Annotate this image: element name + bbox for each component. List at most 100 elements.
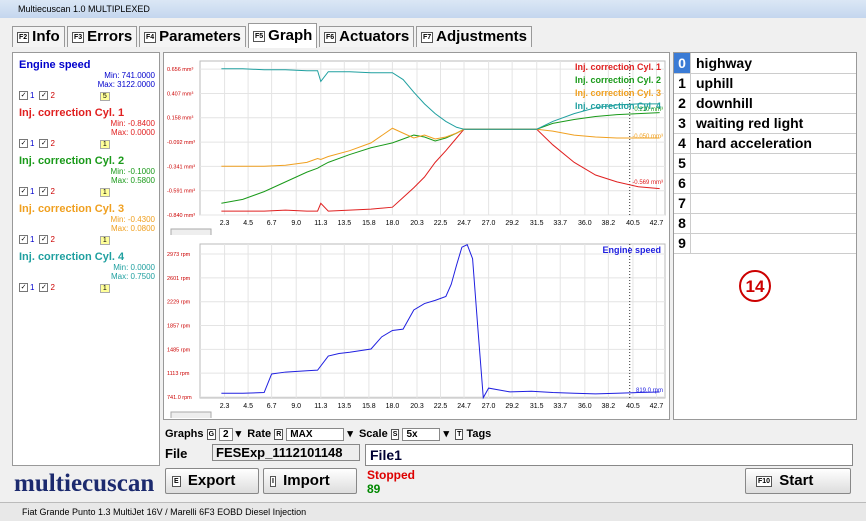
check-label: 2 [50,187,55,196]
preset-row[interactable]: 6 [674,173,856,194]
channel-checks: ✓ 1 ✓ 2 1 [19,139,155,149]
y-tick-label: -0.341 mm³ [167,164,195,170]
key: F10 [756,475,773,487]
x-tick-label: 38.2 [602,403,616,410]
scale-dropdown[interactable]: 1 [99,236,110,245]
import-button[interactable]: I Import [263,468,357,494]
channel-checks: ✓ 1 ✓ 2 1 [19,187,155,197]
series-line [221,112,660,204]
checkbox[interactable]: ✓ [19,235,28,245]
end-label: 0.210 mm³ [634,107,663,113]
channel-name: Inj. correction Cyl. 1 [19,107,125,119]
file-label: File [165,446,188,461]
badge-text: 14 [746,277,765,296]
scale-dropdown[interactable]: 1 [99,140,110,149]
series-line [221,127,660,167]
preset-label: waiting red light [696,115,804,131]
y-tick-label: 2601 rpm [167,276,191,282]
status-bar: Fiat Grande Punto 1.3 MultiJet 16V / Mar… [0,502,866,521]
preset-row[interactable]: 7 [674,193,856,214]
preset-row[interactable]: 5 [674,153,856,174]
check-label: 1 [30,187,35,196]
channel-min: Min: 0.0000 [113,263,155,272]
check-label: 2 [50,91,55,100]
title-bar: Multiecuscan 1.0 MULTIPLEXED [0,0,866,18]
preset-row[interactable]: 0 highway [674,53,856,74]
tab[interactable]: F4 Parameters [139,26,246,47]
scale-dropdown[interactable]: 1 [99,188,110,197]
x-tick-label: 11.3 [314,220,327,227]
tab-key: F6 [324,31,337,43]
x-tick-label: 40.5 [626,403,640,410]
checkbox[interactable]: ✓ [39,91,49,101]
y-tick-label: -0.092 mm³ [167,140,195,146]
x-tick-label: 22.5 [434,220,448,227]
checkbox[interactable]: ✓ [39,235,49,245]
x-tick-label: 18.0 [386,220,400,227]
x-tick-label: 36.0 [578,220,592,227]
x-tick-label: 24.7 [457,220,471,227]
tab[interactable]: F2 Info [12,26,65,47]
y-tick-label: 2973 rpm [167,252,191,258]
checkbox[interactable]: ✓ [39,187,49,197]
tab[interactable]: F6 Actuators [319,26,415,47]
preset-row[interactable]: 3 waiting red light [674,113,856,134]
dropdown[interactable]: MAX [286,428,345,441]
preset-row[interactable]: 9 [674,233,856,254]
channel-max: Max: 0.7500 [110,272,155,281]
preset-label: uphill [696,75,734,91]
y-tick-label: 1485 rpm [167,347,191,353]
checkbox[interactable]: ✓ [39,283,49,293]
checkbox[interactable]: ✓ [39,139,49,149]
file-dropdown[interactable]: FESExp_1112101148 [212,444,360,461]
channel-name: Engine speed [19,59,91,71]
tab[interactable]: F7 Adjustments [416,26,533,47]
export-button[interactable]: E Export [165,468,259,494]
preset-row[interactable]: 8 [674,213,856,234]
dropdown[interactable]: 2 [219,428,233,441]
x-tick-label: 6.7 [267,403,277,410]
count: 89 [367,482,381,496]
tab-label: Graph [268,27,313,44]
channel-name: Inj. correction Cyl. 4 [19,251,125,263]
tab[interactable]: F5 Graph [248,23,318,48]
legend-entry: Engine speed [602,245,661,255]
checkbox[interactable]: ✓ [19,283,28,293]
key: G [206,428,217,440]
x-tick-label: 13.5 [337,403,351,410]
check-label: 1 [30,91,35,100]
y-tick-label: -0.840 mm³ [167,213,195,219]
scrollbar [170,228,212,235]
checkbox[interactable]: ✓ [19,91,28,101]
key[interactable]: T [455,428,464,440]
status-text: Fiat Grande Punto 1.3 MultiJet 16V / Mar… [22,507,307,517]
end-label: -0.569 mm³ [632,180,663,186]
x-tick-label: 9.0 [291,220,301,227]
start-button[interactable]: F10 Start [745,468,851,494]
x-tick-label: 20.3 [410,220,424,227]
x-tick-label: 13.5 [337,220,351,227]
dropdown[interactable]: 5x [402,428,441,441]
tab[interactable]: F3 Errors [67,26,138,47]
preset-row[interactable]: 2 downhill [674,93,856,114]
channel-panel: Engine speed Min: 741.0000 Max: 3122.0000 ✓… [12,52,160,466]
checkbox[interactable]: ✓ [19,187,28,197]
channel: Inj. correction Cyl. 2 Min: -0.1000 Max: 0… [19,155,155,197]
plot-frame [199,243,666,399]
checkbox[interactable]: ✓ [19,139,28,149]
preset-row[interactable]: 1 uphill [674,73,856,94]
series-line [221,243,660,400]
scale-dropdown[interactable]: 1 [99,284,110,293]
x-tick-label: 2.3 [220,403,230,410]
x-tick-label: 15.8 [362,220,376,227]
scale-dropdown[interactable]: 5 [99,92,110,101]
x-tick-label: 42.7 [650,403,664,410]
channel-max: Max: 0.5800 [110,176,155,185]
y-tick-label: 1857 rpm [167,324,191,330]
x-tick-label: 18.0 [386,403,400,410]
preset-row[interactable]: 4 hard acceleration [674,133,856,154]
check-label: 1 [30,139,35,148]
end-label: -0.050 mm³ [632,134,663,140]
tab-label: Errors [87,28,133,45]
legend-entry: Inj. correction Cyl. 1 [575,62,661,72]
